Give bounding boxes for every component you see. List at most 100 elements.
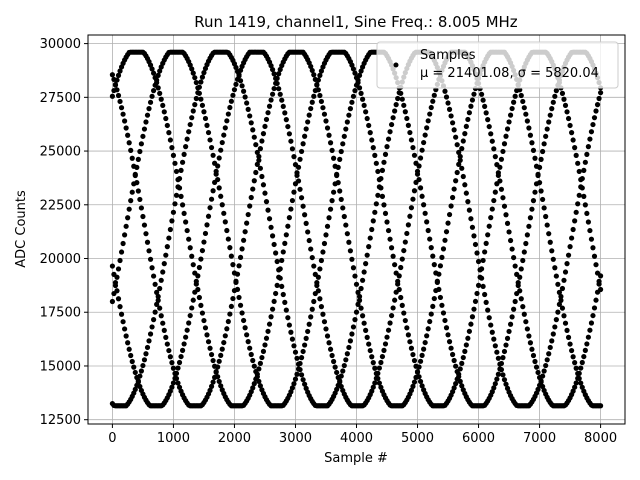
data-point bbox=[431, 295, 437, 302]
data-point bbox=[352, 88, 358, 94]
data-point bbox=[122, 118, 128, 124]
data-point bbox=[128, 198, 134, 204]
data-point bbox=[239, 246, 245, 252]
data-point bbox=[596, 281, 602, 287]
data-point bbox=[231, 270, 238, 276]
data-point bbox=[244, 220, 250, 226]
data-point bbox=[317, 296, 323, 302]
x-tick-label: 4000 bbox=[340, 431, 373, 446]
data-point bbox=[260, 182, 267, 188]
data-point bbox=[552, 93, 558, 99]
data-point bbox=[587, 136, 593, 142]
data-point bbox=[269, 91, 276, 97]
data-point bbox=[358, 305, 364, 311]
data-point bbox=[561, 96, 567, 102]
data-point bbox=[581, 353, 587, 360]
data-point bbox=[530, 147, 537, 153]
data-point bbox=[257, 360, 263, 366]
data-point bbox=[317, 72, 323, 78]
data-point bbox=[573, 209, 579, 215]
data-point bbox=[353, 309, 360, 315]
ticks: 0 1000 2000 3000 4000 5000 6000 7000 8000 12500 15… bbox=[40, 37, 617, 446]
data-point bbox=[468, 321, 474, 327]
data-point bbox=[216, 358, 222, 364]
data-point bbox=[239, 310, 245, 316]
data-point bbox=[279, 283, 285, 290]
data-point bbox=[575, 160, 581, 166]
data-point bbox=[503, 381, 509, 387]
data-point bbox=[427, 111, 433, 117]
data-point bbox=[352, 70, 358, 76]
data-point bbox=[549, 248, 555, 254]
data-point bbox=[244, 332, 250, 338]
data-point bbox=[143, 119, 149, 125]
data-point bbox=[245, 106, 251, 112]
data-point bbox=[262, 342, 268, 348]
data-point bbox=[381, 202, 387, 208]
data-point bbox=[462, 348, 468, 354]
data-point bbox=[503, 212, 509, 218]
data-point bbox=[390, 115, 396, 121]
data-point bbox=[199, 247, 206, 254]
x-tick-label: 7000 bbox=[523, 431, 556, 446]
data-point bbox=[334, 369, 340, 376]
data-point bbox=[169, 218, 175, 224]
data-point bbox=[471, 233, 477, 239]
data-point bbox=[462, 182, 468, 188]
data-point bbox=[489, 138, 495, 144]
data-point bbox=[300, 141, 306, 147]
data-point bbox=[370, 384, 376, 390]
data-point bbox=[495, 355, 501, 361]
data-point bbox=[352, 273, 358, 279]
data-point bbox=[221, 210, 227, 216]
data-point bbox=[414, 369, 421, 375]
data-point bbox=[567, 122, 573, 129]
data-point bbox=[509, 105, 515, 112]
data-point bbox=[140, 213, 146, 220]
data-point bbox=[160, 102, 166, 109]
data-point bbox=[340, 141, 346, 147]
data-point bbox=[439, 302, 445, 308]
data-point bbox=[269, 66, 276, 73]
data-point bbox=[241, 237, 247, 243]
data-point bbox=[404, 325, 410, 331]
data-point bbox=[248, 120, 254, 126]
data-point bbox=[507, 112, 514, 118]
data-point bbox=[298, 195, 305, 201]
data-point bbox=[361, 320, 367, 326]
data-point bbox=[170, 209, 177, 215]
data-point bbox=[239, 83, 245, 89]
data-point bbox=[356, 297, 363, 303]
data-point bbox=[475, 258, 482, 265]
data-point bbox=[555, 309, 561, 315]
data-point bbox=[370, 218, 376, 224]
data-point bbox=[410, 144, 416, 151]
data-point bbox=[236, 294, 242, 301]
y-axis-label: ADC Counts bbox=[14, 190, 29, 268]
data-point bbox=[439, 254, 445, 260]
x-tick-label: 1000 bbox=[157, 431, 190, 446]
data-point bbox=[183, 144, 189, 150]
data-point bbox=[381, 159, 387, 165]
data-point bbox=[430, 98, 436, 104]
data-point bbox=[253, 368, 259, 375]
data-point bbox=[126, 346, 132, 352]
data-point bbox=[523, 240, 529, 247]
data-point bbox=[372, 152, 378, 158]
chart-title: Run 1419, channel1, Sine Freq.: 8.005 MH… bbox=[194, 13, 518, 31]
data-point bbox=[135, 378, 141, 384]
data-point bbox=[367, 130, 373, 136]
data-point bbox=[302, 381, 308, 387]
data-point bbox=[219, 346, 225, 352]
data-point bbox=[451, 357, 457, 364]
data-point bbox=[382, 341, 389, 347]
data-point bbox=[562, 320, 569, 326]
data-point bbox=[146, 248, 152, 254]
data-point bbox=[465, 335, 471, 341]
data-point bbox=[118, 311, 125, 317]
data-point bbox=[565, 252, 572, 258]
data-point bbox=[501, 348, 508, 355]
data-point bbox=[373, 375, 379, 381]
data-point bbox=[155, 297, 161, 303]
data-point bbox=[401, 310, 407, 316]
